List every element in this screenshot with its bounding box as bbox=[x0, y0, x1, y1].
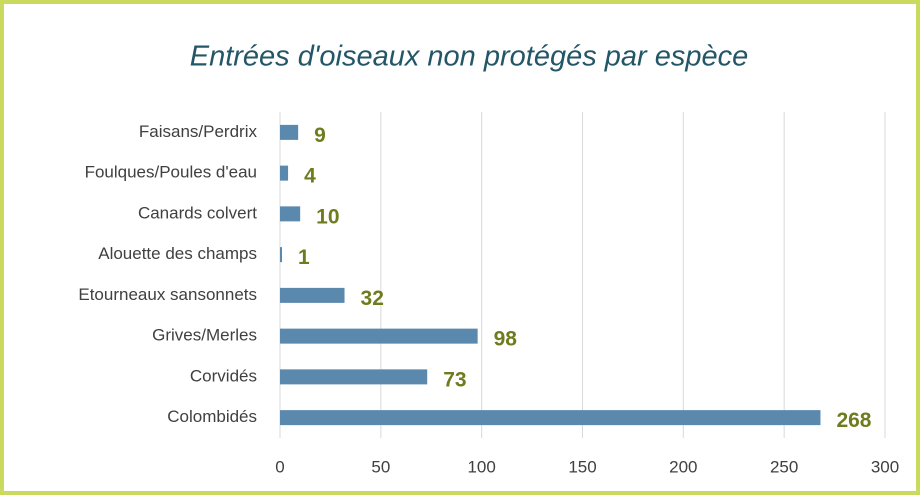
x-tick-label: 0 bbox=[275, 457, 284, 476]
bar bbox=[280, 369, 428, 385]
y-tick-label: Faisans/Perdrix bbox=[139, 122, 258, 141]
value-label: 10 bbox=[316, 205, 339, 228]
bar bbox=[280, 410, 821, 426]
x-tick-label: 50 bbox=[371, 457, 390, 476]
chart-title: Entrées d'oiseaux non protégés par espèc… bbox=[190, 41, 749, 73]
value-label: 4 bbox=[304, 165, 316, 188]
y-tick-label: Corvidés bbox=[190, 366, 257, 385]
x-tick-label: 200 bbox=[669, 457, 697, 476]
y-tick-label: Etourneaux sansonnets bbox=[78, 285, 257, 304]
y-tick-label: Alouette des champs bbox=[98, 244, 257, 263]
bar bbox=[280, 247, 283, 263]
bar bbox=[280, 165, 289, 181]
bar bbox=[280, 287, 345, 303]
y-tick-label: Canards colvert bbox=[138, 203, 257, 222]
bar bbox=[280, 328, 478, 344]
x-tick-label: 100 bbox=[467, 457, 495, 476]
x-tick-label: 250 bbox=[770, 457, 798, 476]
value-label: 73 bbox=[443, 368, 466, 391]
value-label: 98 bbox=[494, 328, 518, 351]
value-label: 9 bbox=[314, 124, 326, 147]
y-tick-label: Grives/Merles bbox=[152, 326, 257, 345]
y-tick-label: Colombidés bbox=[167, 407, 257, 426]
bar bbox=[280, 124, 299, 140]
value-label: 268 bbox=[836, 409, 871, 432]
x-tick-label: 150 bbox=[568, 457, 596, 476]
bar bbox=[280, 206, 301, 222]
value-label: 32 bbox=[361, 287, 384, 310]
value-label: 1 bbox=[298, 246, 310, 269]
x-tick-label: 300 bbox=[871, 457, 899, 476]
y-tick-label: Foulques/Poules d'eau bbox=[85, 163, 257, 182]
